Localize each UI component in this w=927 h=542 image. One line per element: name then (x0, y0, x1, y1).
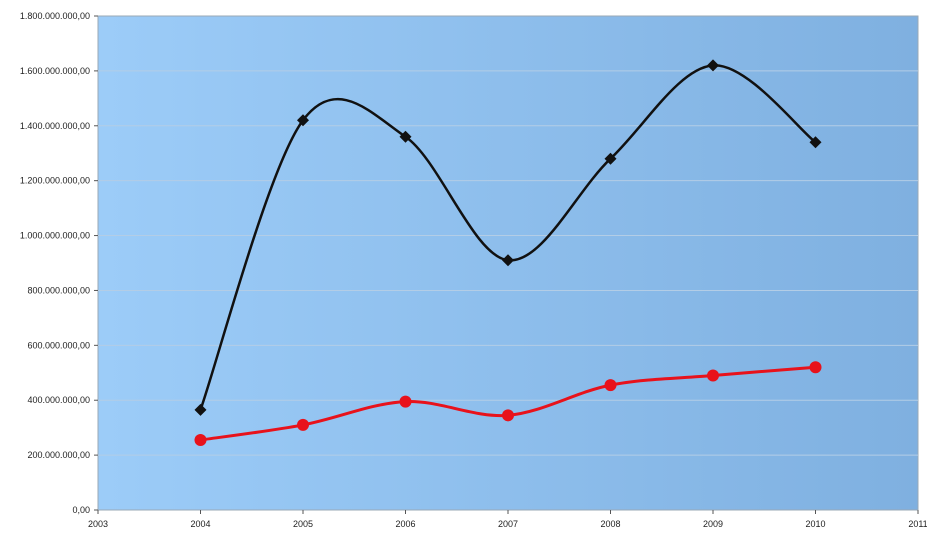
x-tick-label: 2005 (293, 519, 313, 529)
data-point (707, 59, 719, 72)
y-tick-label: 0,00 (72, 505, 90, 515)
y-tick-label: 800.000.000,00 (27, 285, 90, 295)
y-tick-label: 600.000.000,00 (27, 340, 90, 350)
y-tick-label: 1.200.000.000,00 (20, 176, 90, 186)
series-1 (194, 59, 822, 416)
series-group (194, 59, 822, 447)
data-point (604, 152, 617, 165)
data-point (502, 254, 514, 267)
x-tick-label: 2008 (600, 519, 620, 529)
data-point (297, 418, 309, 431)
x-tick-label: 2006 (395, 519, 415, 529)
data-point (707, 369, 719, 382)
y-tick-label: 200.000.000,00 (27, 450, 90, 460)
data-point (502, 409, 514, 422)
data-point (604, 379, 617, 392)
x-tick-label: 2011 (908, 519, 927, 529)
y-tick-label: 1.600.000.000,00 (20, 66, 90, 76)
y-axis-tick-labels: 0,00 200.000.000,00 400.000.000,00 600.000.… (20, 11, 98, 515)
y-tick-label: 400.000.000,00 (27, 395, 90, 405)
x-tick-label: 2004 (190, 519, 210, 529)
data-point (297, 114, 309, 127)
x-tick-label: 2009 (703, 519, 723, 529)
data-point (809, 136, 822, 149)
x-axis-tick-labels: 2003 2004 2005 2006 2007 2008 2009 2010 2011 (88, 510, 927, 529)
x-tick-label: 2010 (805, 519, 825, 529)
series-2 (194, 361, 822, 447)
x-tick-label: 2007 (498, 519, 518, 529)
data-point (194, 403, 207, 416)
series-line (199, 64, 817, 411)
data-point (399, 395, 412, 408)
grid-lines (98, 70, 918, 456)
x-tick-label: 2003 (88, 519, 108, 529)
data-point (194, 434, 207, 447)
data-point (399, 130, 412, 143)
y-tick-label: 1.400.000.000,00 (20, 121, 90, 131)
y-tick-label: 1.800.000.000,00 (20, 11, 90, 21)
y-tick-label: 1.000.000.000,00 (20, 231, 90, 241)
data-point (809, 361, 822, 374)
